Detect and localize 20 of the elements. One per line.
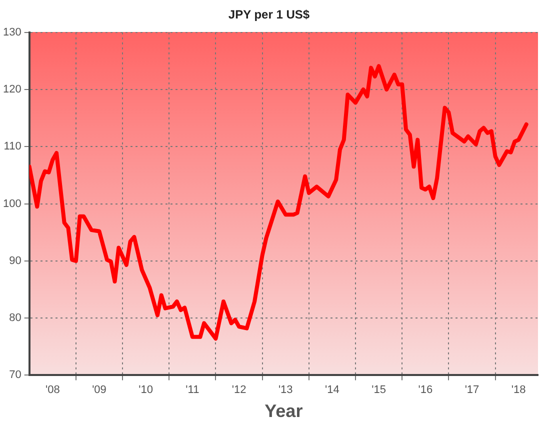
y-tick-label: 70: [9, 369, 22, 382]
y-tick-label: 100: [2, 198, 22, 210]
x-tick-label: '15: [372, 384, 386, 396]
y-tick-label: 90: [9, 254, 22, 267]
x-tick-label: '10: [138, 384, 154, 396]
y-tick-label: 120: [2, 84, 22, 96]
x-tick-label: '09: [92, 384, 106, 396]
x-tick-label: '18: [511, 384, 526, 396]
x-tick-label: '13: [278, 384, 293, 396]
y-tick-label: 80: [9, 312, 22, 324]
x-tick-label: '11: [186, 384, 200, 396]
y-tick-label: 130: [2, 26, 22, 38]
x-tick-label: '16: [418, 384, 433, 396]
y-tick-label: 110: [4, 140, 22, 153]
x-tick-label: '12: [232, 384, 246, 396]
x-tick-label: '17: [464, 384, 480, 396]
chart-title: JPY per 1 US$: [228, 8, 310, 22]
x-tick-label: '14: [325, 384, 340, 396]
x-axis-title: Year: [264, 401, 303, 422]
x-tick-label: '08: [45, 384, 60, 396]
